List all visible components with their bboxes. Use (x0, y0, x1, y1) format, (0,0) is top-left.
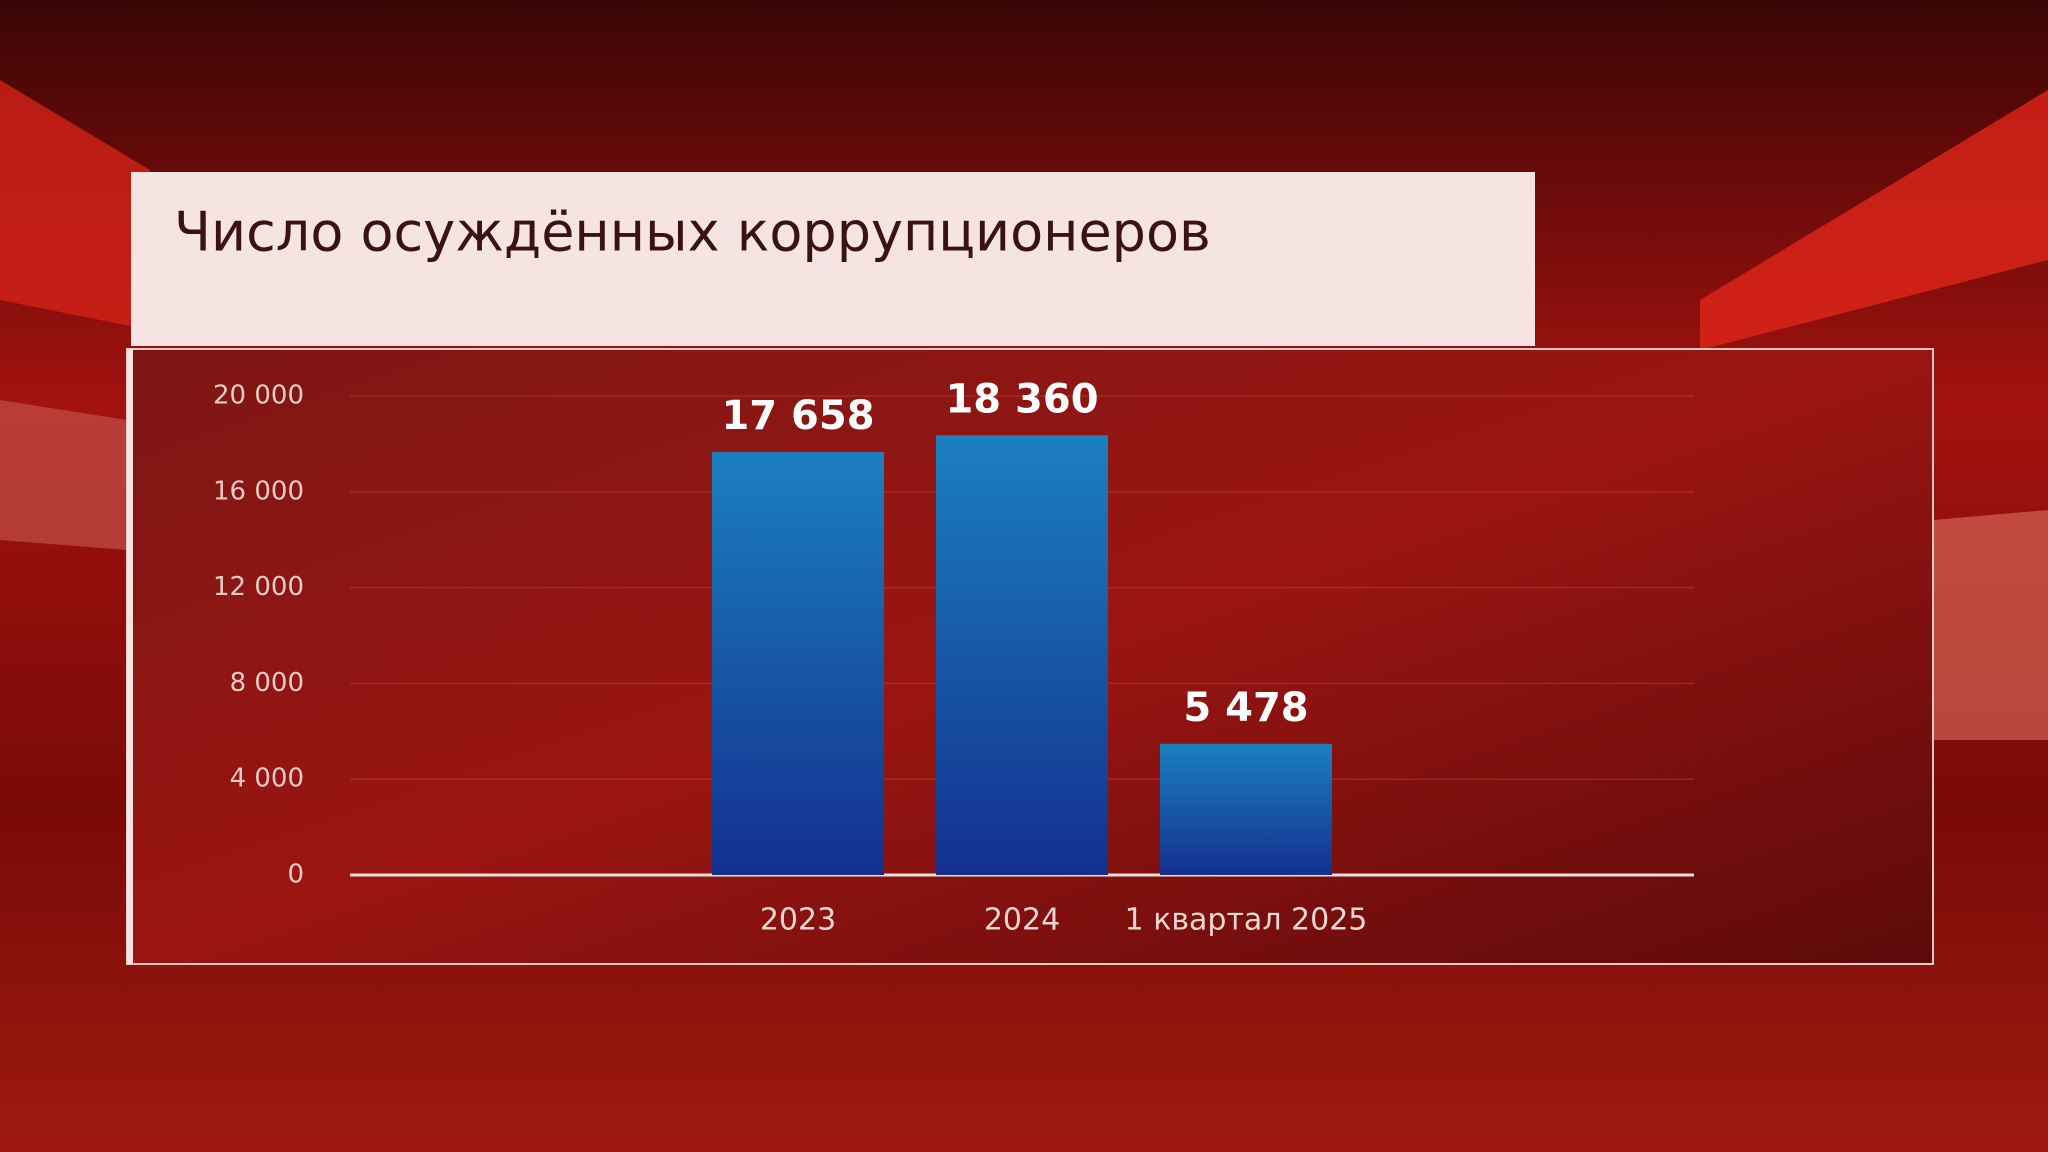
title-panel (131, 172, 1535, 346)
bar (936, 435, 1108, 875)
plot: 0 4 000 8 000 12 000 16 000 20 000 17 658 2023 1… (213, 376, 1694, 938)
panel-edge (127, 349, 133, 964)
x-tick-label: 2023 (760, 903, 836, 938)
y-tick-label: 16 000 (213, 476, 304, 506)
decor (0, 400, 127, 550)
value-label: 17 658 (721, 393, 874, 439)
bar (712, 452, 884, 875)
decor (1700, 90, 2048, 350)
y-tick-label: 20 000 (213, 381, 304, 411)
value-label: 18 360 (945, 376, 1098, 422)
x-tick-label: 2024 (984, 903, 1060, 938)
bar (1160, 743, 1332, 875)
x-tick-label: 1 квартал 2025 (1125, 903, 1368, 938)
decor (1933, 510, 2048, 740)
y-tick-label: 0 (287, 860, 304, 890)
y-tick-label: 4 000 (230, 764, 304, 794)
value-label: 5 478 (1183, 685, 1308, 731)
y-tick-label: 12 000 (213, 572, 304, 602)
chart-title: Число осуждённых коррупционеров (174, 201, 1211, 264)
y-tick-label: 8 000 (230, 668, 304, 698)
decor (0, 80, 150, 330)
